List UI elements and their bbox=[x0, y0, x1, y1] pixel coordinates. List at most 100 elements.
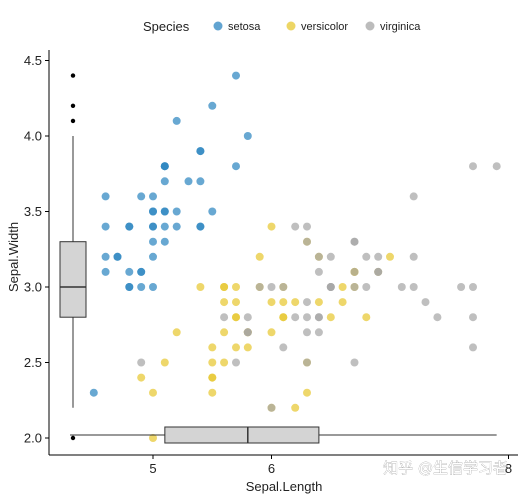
y-tick-label: 2.0 bbox=[24, 431, 42, 446]
y-box-iqr bbox=[59, 241, 87, 318]
point-virginica bbox=[314, 267, 323, 276]
point-virginica bbox=[279, 283, 288, 291]
legend-label-virginica: virginica bbox=[380, 21, 421, 33]
point-setosa bbox=[160, 177, 169, 186]
point-virginica bbox=[350, 237, 359, 246]
point-setosa bbox=[149, 283, 157, 291]
point-versicolor bbox=[267, 298, 276, 307]
legend-item-versicolor: versicolor bbox=[286, 21, 348, 33]
point-versicolor bbox=[279, 298, 288, 307]
y-tick-label: 2.5 bbox=[24, 355, 42, 370]
point-versicolor bbox=[386, 252, 394, 261]
point-setosa bbox=[243, 132, 252, 140]
point-versicolor bbox=[208, 373, 217, 382]
point-virginica bbox=[409, 283, 418, 291]
point-virginica bbox=[314, 252, 323, 261]
point-setosa bbox=[208, 207, 217, 216]
legend-key-setosa bbox=[213, 21, 223, 31]
point-virginica bbox=[243, 313, 252, 322]
point-versicolor bbox=[220, 298, 229, 307]
legend-item-setosa: setosa bbox=[213, 21, 261, 33]
point-setosa bbox=[113, 252, 122, 261]
point-virginica bbox=[469, 313, 477, 322]
point-versicolor bbox=[232, 283, 240, 291]
point-virginica bbox=[362, 252, 371, 261]
legend: Species setosa versicolor virginica bbox=[143, 19, 421, 34]
point-setosa bbox=[196, 177, 205, 186]
point-versicolor bbox=[196, 283, 205, 291]
point-versicolor bbox=[232, 298, 240, 307]
point-versicolor bbox=[291, 403, 300, 412]
point-virginica bbox=[421, 298, 430, 307]
y-box-outlier bbox=[70, 73, 76, 78]
point-setosa bbox=[125, 222, 134, 231]
point-versicolor bbox=[338, 298, 347, 307]
point-setosa bbox=[137, 283, 146, 291]
point-setosa bbox=[149, 252, 157, 261]
point-virginica bbox=[291, 313, 300, 322]
point-versicolor bbox=[208, 388, 217, 397]
point-versicolor bbox=[220, 328, 229, 337]
point-versicolor bbox=[279, 313, 288, 322]
point-versicolor bbox=[291, 298, 300, 307]
point-virginica bbox=[469, 283, 477, 291]
point-virginica bbox=[350, 358, 359, 367]
point-setosa bbox=[160, 237, 169, 246]
point-virginica bbox=[303, 358, 311, 367]
plot-area bbox=[59, 71, 501, 444]
point-virginica bbox=[409, 192, 418, 201]
point-virginica bbox=[303, 328, 311, 337]
point-versicolor bbox=[232, 313, 240, 322]
point-versicolor bbox=[172, 328, 181, 337]
point-setosa bbox=[125, 267, 134, 276]
legend-key-virginica bbox=[365, 21, 375, 31]
point-versicolor bbox=[303, 388, 311, 397]
point-virginica bbox=[232, 358, 240, 367]
series-setosa bbox=[66, 71, 252, 397]
point-setosa bbox=[184, 177, 193, 186]
point-setosa bbox=[232, 162, 240, 171]
point-virginica bbox=[326, 283, 335, 291]
point-versicolor bbox=[267, 328, 276, 337]
point-versicolor bbox=[255, 252, 264, 261]
point-setosa bbox=[172, 207, 181, 216]
point-virginica bbox=[374, 252, 383, 261]
point-setosa bbox=[137, 192, 146, 201]
point-virginica bbox=[326, 252, 335, 261]
point-versicolor bbox=[314, 298, 323, 307]
point-versicolor bbox=[220, 283, 229, 291]
point-versicolor bbox=[338, 283, 347, 291]
point-virginica bbox=[409, 252, 418, 261]
point-setosa bbox=[172, 116, 181, 125]
point-setosa bbox=[208, 101, 217, 110]
point-virginica bbox=[457, 283, 466, 291]
point-setosa bbox=[149, 192, 157, 201]
point-virginica bbox=[350, 283, 359, 291]
y-marginal-boxplot bbox=[59, 73, 87, 441]
point-setosa bbox=[137, 267, 146, 276]
series-virginica bbox=[137, 162, 501, 412]
y-tick-label: 4.5 bbox=[24, 53, 42, 68]
point-versicolor bbox=[208, 343, 217, 352]
point-virginica bbox=[362, 283, 371, 291]
point-virginica bbox=[137, 358, 146, 367]
x-tick-label: 6 bbox=[268, 461, 275, 476]
point-virginica bbox=[492, 162, 501, 171]
point-versicolor bbox=[362, 313, 371, 322]
point-virginica bbox=[397, 283, 406, 291]
point-virginica bbox=[350, 267, 359, 276]
point-versicolor bbox=[220, 358, 229, 367]
point-versicolor bbox=[267, 222, 276, 231]
point-setosa bbox=[125, 283, 134, 291]
point-versicolor bbox=[243, 343, 252, 352]
legend-key-versicolor bbox=[286, 21, 296, 31]
y-tick-label: 4.0 bbox=[24, 129, 42, 144]
point-virginica bbox=[303, 313, 311, 322]
point-versicolor bbox=[149, 434, 157, 442]
point-virginica bbox=[303, 222, 311, 231]
point-virginica bbox=[303, 237, 311, 246]
point-setosa bbox=[160, 162, 169, 171]
point-virginica bbox=[314, 328, 323, 337]
point-virginica bbox=[255, 283, 264, 291]
